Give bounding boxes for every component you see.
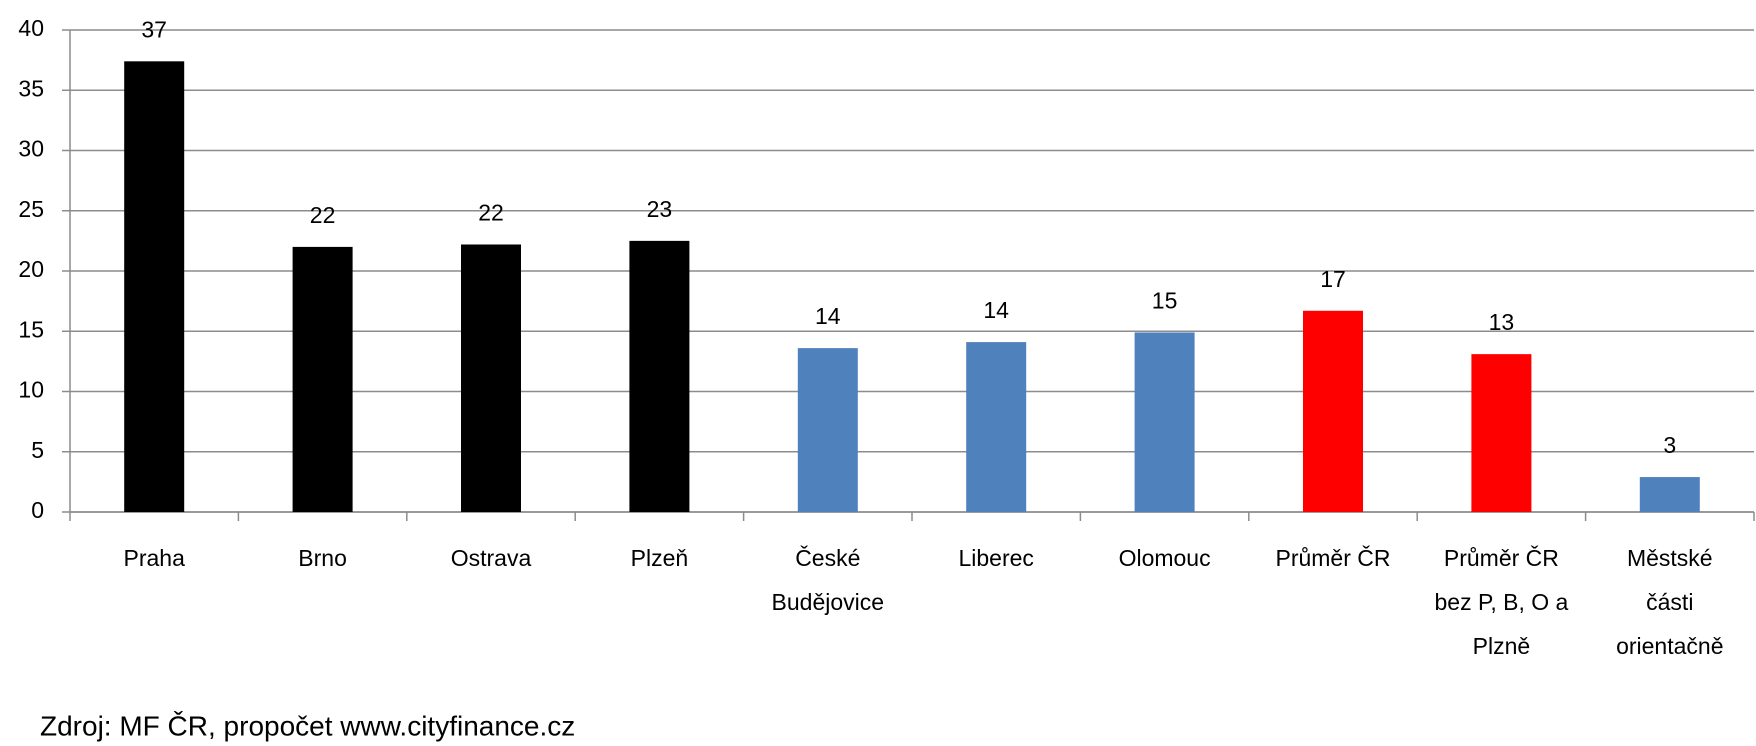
bar (1639, 477, 1700, 512)
data-label: 37 (141, 16, 167, 42)
y-tick-label: 30 (18, 136, 44, 162)
bar (797, 348, 858, 512)
data-label: 15 (1152, 288, 1178, 314)
y-tick-label: 25 (18, 196, 44, 222)
x-tick-label: Brno (298, 545, 347, 571)
x-tick-label: Ostrava (451, 545, 532, 571)
data-label: 14 (983, 297, 1009, 323)
y-tick-label: 40 (18, 15, 44, 41)
bar (1303, 310, 1363, 512)
bar (1134, 332, 1195, 512)
y-tick-label: 15 (18, 316, 44, 342)
data-label: 14 (815, 303, 841, 329)
y-tick-label: 10 (18, 377, 44, 403)
x-tick-label: Městské části orientačně (1616, 545, 1723, 659)
bar (292, 246, 353, 512)
x-tick-label: Plzeň (631, 545, 689, 571)
bar (1471, 354, 1532, 512)
source-note: Zdroj: MF ČR, propočet www.cityfinance.c… (40, 710, 575, 741)
data-label: 17 (1320, 266, 1346, 292)
bar (461, 244, 521, 513)
data-label: 22 (310, 202, 336, 228)
y-tick-label: 5 (31, 437, 44, 463)
y-tick-label: 35 (18, 75, 44, 101)
bar (629, 240, 690, 512)
x-tick-label: Praha (124, 545, 186, 571)
data-label: 3 (1663, 432, 1676, 458)
x-tick-label: Průměr ČR (1275, 544, 1390, 571)
x-tick-label: Liberec (958, 545, 1033, 571)
x-tick-label: Průměr ČR bez P, B, O a Plzně (1434, 544, 1568, 659)
data-label: 13 (1489, 309, 1515, 335)
x-tick-label: České Budějovice (772, 544, 885, 615)
bar (124, 61, 185, 512)
x-tick-label: Olomouc (1119, 545, 1211, 571)
data-label: 23 (647, 196, 673, 222)
y-tick-label: 20 (18, 256, 44, 282)
bar (966, 342, 1027, 512)
data-label: 22 (478, 200, 504, 226)
y-tick-label: 0 (31, 497, 44, 523)
